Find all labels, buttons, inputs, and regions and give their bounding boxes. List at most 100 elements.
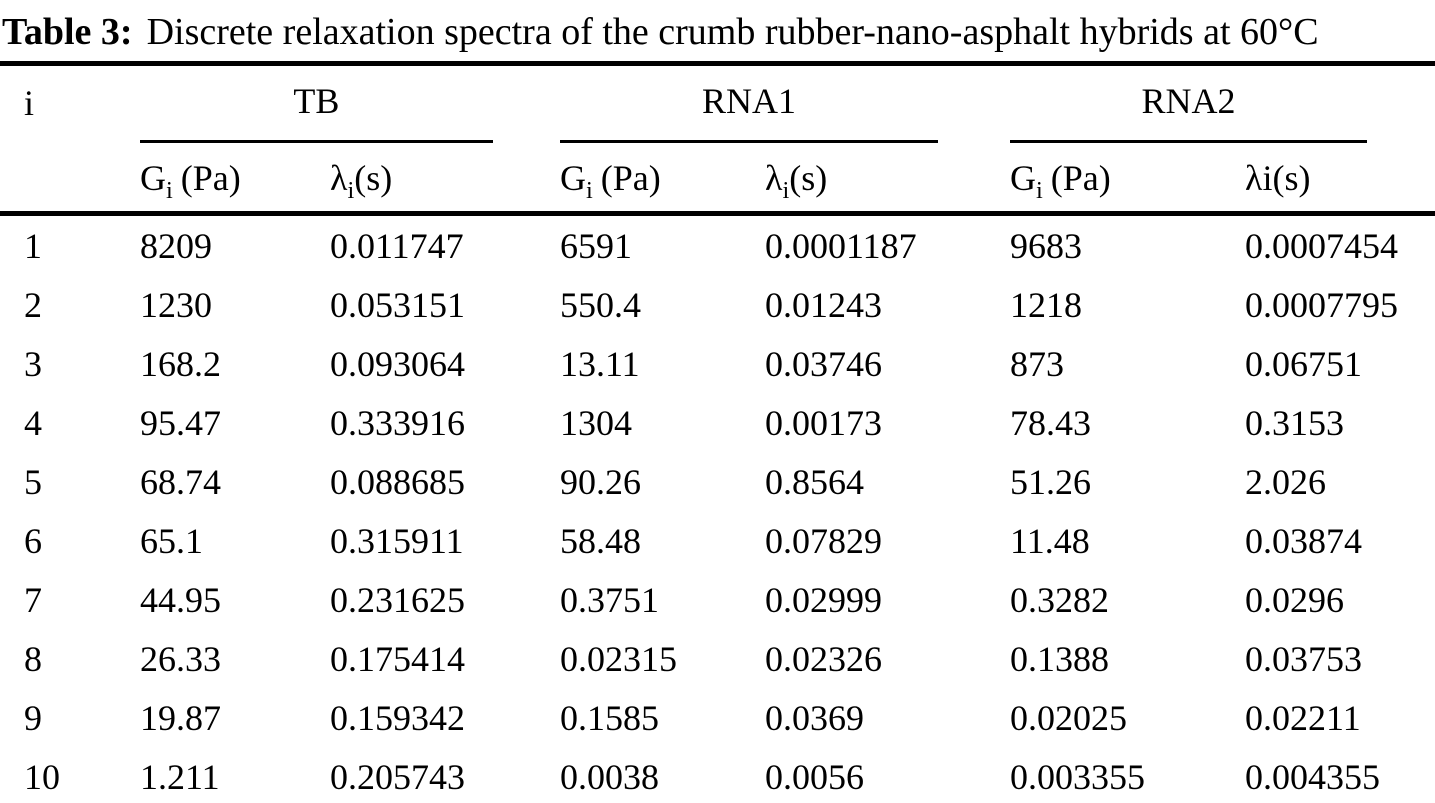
- table-row: 5 68.74 0.088685 90.26 0.8564 51.26 2.02…: [0, 452, 1435, 511]
- cell-tb-lambda: 0.159342: [330, 697, 465, 738]
- table-caption-text: Discrete relaxation spectra of the crumb…: [146, 11, 1319, 53]
- cell-rna1-gi: 0.3751: [560, 579, 660, 620]
- cell-rna2-gi: 873: [1010, 343, 1065, 384]
- cell-rna2-lambda: 0.0007454: [1245, 225, 1399, 266]
- cell-rna2-lambda: 0.06751: [1245, 343, 1363, 384]
- cell-rna1-lambda: 0.0001187: [765, 225, 917, 266]
- discrete-relaxation-spectra-table: i TB RNA1 RNA2 Gi (Pa) λi(s) Gi (Pa) λi(s)…: [0, 61, 1435, 803]
- cell-rna2-gi: 9683: [1010, 225, 1083, 266]
- lambda-symbol: λ: [330, 158, 348, 198]
- cell-rna2-gi: 78.43: [1010, 402, 1092, 443]
- cell-tb-lambda: 0.053151: [330, 284, 465, 325]
- cell-rna2-gi: 11.48: [1010, 520, 1090, 561]
- table-row: 9 19.87 0.159342 0.1585 0.0369 0.02025 0…: [0, 688, 1435, 747]
- cell-rna2-gi: 0.1388: [1010, 638, 1110, 679]
- cell-tb-lambda: 0.088685: [330, 461, 465, 502]
- cell-i: 2: [24, 284, 42, 325]
- col-header-rna2-gi: Gi (Pa): [1010, 143, 1246, 216]
- gi-subscript: i: [166, 177, 173, 205]
- table-row: 6 65.1 0.315911 58.48 0.07829 11.48 0.03…: [0, 511, 1435, 570]
- col-header-rna2-lambda: λi(s): [1245, 143, 1435, 216]
- cell-rna2-lambda: 0.03874: [1245, 520, 1363, 561]
- cell-rna1-lambda: 0.0056: [765, 756, 865, 797]
- cell-tb-gi: 19.87: [140, 697, 221, 738]
- cell-rna1-gi: 0.0038: [560, 756, 660, 797]
- cell-rna2-lambda: 0.02211: [1245, 697, 1361, 738]
- cell-tb-gi: 1230: [140, 284, 212, 325]
- gi-symbol: G: [140, 158, 166, 198]
- cell-tb-lambda: 0.093064: [330, 343, 465, 384]
- cell-rna2-lambda: 0.0296: [1245, 579, 1345, 620]
- gi-unit: (Pa): [600, 158, 661, 198]
- cell-rna1-lambda: 0.01243: [765, 284, 883, 325]
- cell-rna2-lambda: 0.3153: [1245, 402, 1345, 443]
- cell-i: 3: [24, 343, 42, 384]
- cell-i: 1: [24, 225, 42, 266]
- cell-tb-lambda: 0.315911: [330, 520, 464, 561]
- cell-tb-lambda: 0.333916: [330, 402, 465, 443]
- col-header-tb-lambda: λi(s): [330, 143, 561, 216]
- cell-i: 6: [24, 520, 42, 561]
- cell-rna1-gi: 550.4: [560, 284, 642, 325]
- cell-rna2-lambda: 0.0007795: [1245, 284, 1399, 325]
- table-row: 4 95.47 0.333916 1304 0.00173 78.43 0.31…: [0, 393, 1435, 452]
- cell-tb-gi: 68.74: [140, 461, 221, 502]
- cell-rna1-gi: 0.1585: [560, 697, 660, 738]
- table-caption-label: Table 3:: [2, 11, 133, 53]
- cell-tb-lambda: 0.231625: [330, 579, 465, 620]
- group-header-tb: TB: [140, 64, 560, 143]
- cell-i: 8: [24, 638, 42, 679]
- group-header-rna2: RNA2: [1010, 64, 1435, 143]
- cell-rna2-gi: 0.003355: [1010, 756, 1146, 797]
- cell-rna1-lambda: 0.0369: [765, 697, 865, 738]
- cell-rna1-lambda: 0.07829: [765, 520, 883, 561]
- cell-rna2-gi: 1218: [1010, 284, 1083, 325]
- cell-tb-gi: 168.2: [140, 343, 221, 384]
- cell-rna2-lambda: 2.026: [1245, 461, 1327, 502]
- cell-tb-lambda: 0.011747: [330, 225, 464, 266]
- cell-rna1-lambda: 0.02999: [765, 579, 883, 620]
- cell-tb-gi: 1.211: [140, 756, 220, 797]
- cell-tb-gi: 8209: [140, 225, 212, 266]
- table-row: 8 26.33 0.175414 0.02315 0.02326 0.1388 …: [0, 629, 1435, 688]
- cell-rna1-lambda: 0.8564: [765, 461, 865, 502]
- table-caption: Table 3: Discrete relaxation spectra of t…: [0, 0, 1435, 61]
- lambda-subscript: i: [782, 177, 790, 205]
- group-header-tb-label: TB: [140, 76, 493, 143]
- cell-rna1-gi: 58.48: [560, 520, 642, 561]
- lambda-unit: (s): [354, 158, 393, 198]
- table-row: 3 168.2 0.093064 13.11 0.03746 873 0.067…: [0, 334, 1435, 393]
- cell-rna1-gi: 90.26: [560, 461, 642, 502]
- table-row: 7 44.95 0.231625 0.3751 0.02999 0.3282 0…: [0, 570, 1435, 629]
- gi-unit: (Pa): [1050, 158, 1111, 198]
- lambda-unit: (s): [789, 158, 828, 198]
- cell-i: 9: [24, 697, 42, 738]
- cell-rna1-lambda: 0.02326: [765, 638, 883, 679]
- subheader-row: Gi (Pa) λi(s) Gi (Pa) λi(s) Gi (Pa) λi(s): [0, 143, 1435, 216]
- col-header-rna1-gi: Gi (Pa): [560, 143, 766, 216]
- gi-subscript: i: [1036, 177, 1043, 205]
- cell-rna1-lambda: 0.03746: [765, 343, 883, 384]
- cell-rna2-gi: 0.02025: [1010, 697, 1128, 738]
- cell-i: 7: [24, 579, 42, 620]
- group-header-rna1: RNA1: [560, 64, 1010, 143]
- gi-unit: (Pa): [180, 158, 241, 198]
- cell-tb-gi: 26.33: [140, 638, 221, 679]
- group-header-rna2-label: RNA2: [1010, 76, 1368, 143]
- cell-i: 10: [24, 756, 60, 797]
- cell-rna2-gi: 0.3282: [1010, 579, 1110, 620]
- cell-tb-gi: 95.47: [140, 402, 221, 443]
- cell-tb-lambda: 0.205743: [330, 756, 465, 797]
- lambda-subscript: i: [347, 177, 355, 205]
- cell-rna1-gi: 6591: [560, 225, 633, 266]
- group-header-rna1-label: RNA1: [560, 76, 939, 143]
- table-row: 1 8209 0.011747 6591 0.0001187 9683 0.00…: [0, 214, 1435, 276]
- table-row: 10 1.211 0.205743 0.0038 0.0056 0.003355…: [0, 747, 1435, 803]
- gi-symbol: G: [560, 158, 587, 198]
- cell-rna1-gi: 13.11: [560, 343, 640, 384]
- lambda-symbol: λ: [765, 158, 783, 198]
- cell-i: 4: [24, 402, 42, 443]
- cell-rna2-gi: 51.26: [1010, 461, 1092, 502]
- group-header-row: i TB RNA1 RNA2: [0, 63, 1435, 216]
